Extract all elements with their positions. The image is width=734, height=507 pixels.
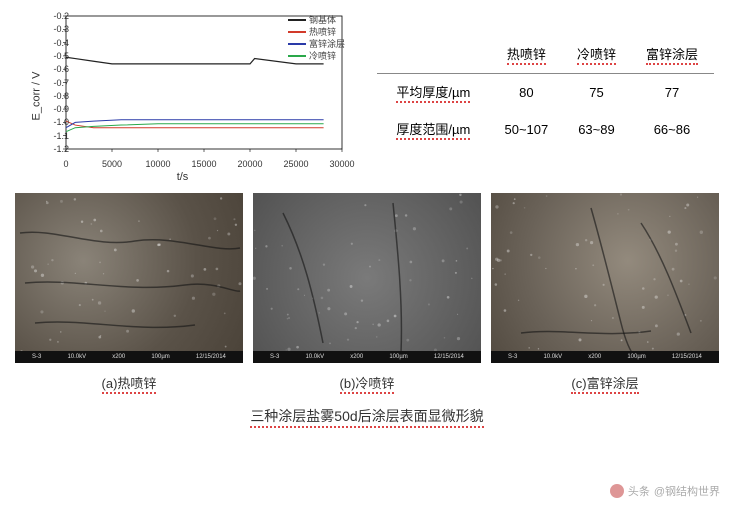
sem-image: S-3 10.0kV x200 100µm 12/15/2014: [253, 193, 481, 363]
legend-item: 钢基体: [288, 14, 345, 26]
row-label: 厚度范围/µm: [377, 111, 490, 148]
legend-line: [288, 55, 306, 57]
ytick-label: -1.2: [39, 144, 69, 154]
xtick-label: 20000: [237, 159, 262, 169]
sem-texture: [491, 193, 719, 363]
sem-item: S-3 10.0kV x200 100µm 12/15/2014 (c)富锌涂层: [491, 193, 719, 394]
legend-line: [288, 31, 306, 33]
sem-bar-label: 100µm: [627, 354, 645, 360]
legend-label: 冷喷锌: [309, 50, 336, 62]
table-row: 厚度范围/µm 50~107 63~89 66~86: [377, 111, 714, 148]
sem-bar-label: S-3: [508, 354, 517, 360]
sem-bar-label: 12/15/2014: [196, 354, 226, 360]
legend-line: [288, 43, 306, 45]
sem-caption: (b)冷喷锌: [340, 373, 395, 394]
sem-bar-label: x200: [588, 354, 601, 360]
sem-bar-label: 100µm: [389, 354, 407, 360]
legend-item: 冷喷锌: [288, 50, 345, 62]
sem-info-bar: S-3 10.0kV x200 100µm 12/15/2014: [15, 351, 243, 363]
table: 热喷锌 冷喷锌 富锌涂层 平均厚度/µm 80 75 77 厚度范围/µm 50…: [377, 36, 714, 148]
ytick-label: -0.8: [39, 91, 69, 101]
main-caption: 三种涂层盐雾50d后涂层表面显微形貌: [0, 406, 734, 428]
sem-info-bar: S-3 10.0kV x200 100µm 12/15/2014: [253, 351, 481, 363]
x-axis-label: t/s: [177, 171, 189, 183]
ytick-label: -0.2: [39, 11, 69, 21]
sem-bar-label: S-3: [270, 354, 279, 360]
legend-label: 热喷锌: [309, 26, 336, 38]
cell: 63~89: [563, 111, 630, 148]
sem-bar-label: 12/15/2014: [672, 354, 702, 360]
cell: 66~86: [630, 111, 714, 148]
cell: 77: [630, 74, 714, 112]
cell: 80: [490, 74, 563, 112]
th-col2: 冷喷锌: [563, 36, 630, 74]
xtick-label: 10000: [145, 159, 170, 169]
ytick-label: -0.4: [39, 38, 69, 48]
sem-texture: [15, 193, 243, 363]
sem-texture: [253, 193, 481, 363]
xtick-label: 0: [63, 159, 68, 169]
watermark-prefix: 头条: [628, 483, 650, 499]
sem-bar-label: 12/15/2014: [434, 354, 464, 360]
sem-caption: (a)热喷锌: [102, 373, 157, 394]
sem-row: S-3 10.0kV x200 100µm 12/15/2014 (a)热喷锌 S-3 10.…: [0, 183, 734, 394]
sem-bar-label: 10.0kV: [305, 354, 324, 360]
legend-line: [288, 19, 306, 21]
chart-legend: 钢基体热喷锌富锌涂层冷喷锌: [288, 14, 345, 62]
sem-bar-label: x200: [112, 354, 125, 360]
legend-item: 富锌涂层: [288, 38, 345, 50]
th-col3: 富锌涂层: [630, 36, 714, 74]
watermark: 头条 @钢结构世界: [610, 483, 720, 499]
sem-item: S-3 10.0kV x200 100µm 12/15/2014 (b)冷喷锌: [253, 193, 481, 394]
sem-image: S-3 10.0kV x200 100µm 12/15/2014: [491, 193, 719, 363]
sem-image: S-3 10.0kV x200 100µm 12/15/2014: [15, 193, 243, 363]
ytick-label: -1.1: [39, 131, 69, 141]
xtick-label: 15000: [191, 159, 216, 169]
xtick-label: 5000: [102, 159, 122, 169]
xtick-label: 25000: [283, 159, 308, 169]
ytick-label: -0.7: [39, 78, 69, 88]
cell: 50~107: [490, 111, 563, 148]
sem-bar-label: 10.0kV: [67, 354, 86, 360]
sem-bar-label: S-3: [32, 354, 41, 360]
watermark-text: @钢结构世界: [654, 483, 720, 499]
ytick-label: -0.6: [39, 64, 69, 74]
table-header-row: 热喷锌 冷喷锌 富锌涂层: [377, 36, 714, 74]
sem-info-bar: S-3 10.0kV x200 100µm 12/15/2014: [491, 351, 719, 363]
cell: 75: [563, 74, 630, 112]
ytick-label: -0.5: [39, 51, 69, 61]
legend-label: 富锌涂层: [309, 38, 345, 50]
watermark-icon: [610, 484, 624, 498]
ecorr-chart: E_corr / V 钢基体热喷锌富锌涂层冷喷锌 t/s -0.2-0.3-0.…: [10, 8, 355, 183]
legend-item: 热喷锌: [288, 26, 345, 38]
top-row: E_corr / V 钢基体热喷锌富锌涂层冷喷锌 t/s -0.2-0.3-0.…: [0, 0, 734, 183]
th-col1: 热喷锌: [490, 36, 563, 74]
sem-caption: (c)富锌涂层: [571, 373, 638, 394]
table-row: 平均厚度/µm 80 75 77: [377, 74, 714, 112]
thickness-table: 热喷锌 冷喷锌 富锌涂层 平均厚度/µm 80 75 77 厚度范围/µm 50…: [367, 8, 724, 183]
legend-label: 钢基体: [309, 14, 336, 26]
th-blank: [377, 36, 490, 74]
ytick-label: -0.3: [39, 24, 69, 34]
ytick-label: -1.0: [39, 117, 69, 127]
sem-bar-label: x200: [350, 354, 363, 360]
xtick-label: 30000: [329, 159, 354, 169]
ytick-label: -0.9: [39, 104, 69, 114]
sem-bar-label: 10.0kV: [543, 354, 562, 360]
sem-item: S-3 10.0kV x200 100µm 12/15/2014 (a)热喷锌: [15, 193, 243, 394]
row-label: 平均厚度/µm: [377, 74, 490, 112]
sem-bar-label: 100µm: [151, 354, 169, 360]
